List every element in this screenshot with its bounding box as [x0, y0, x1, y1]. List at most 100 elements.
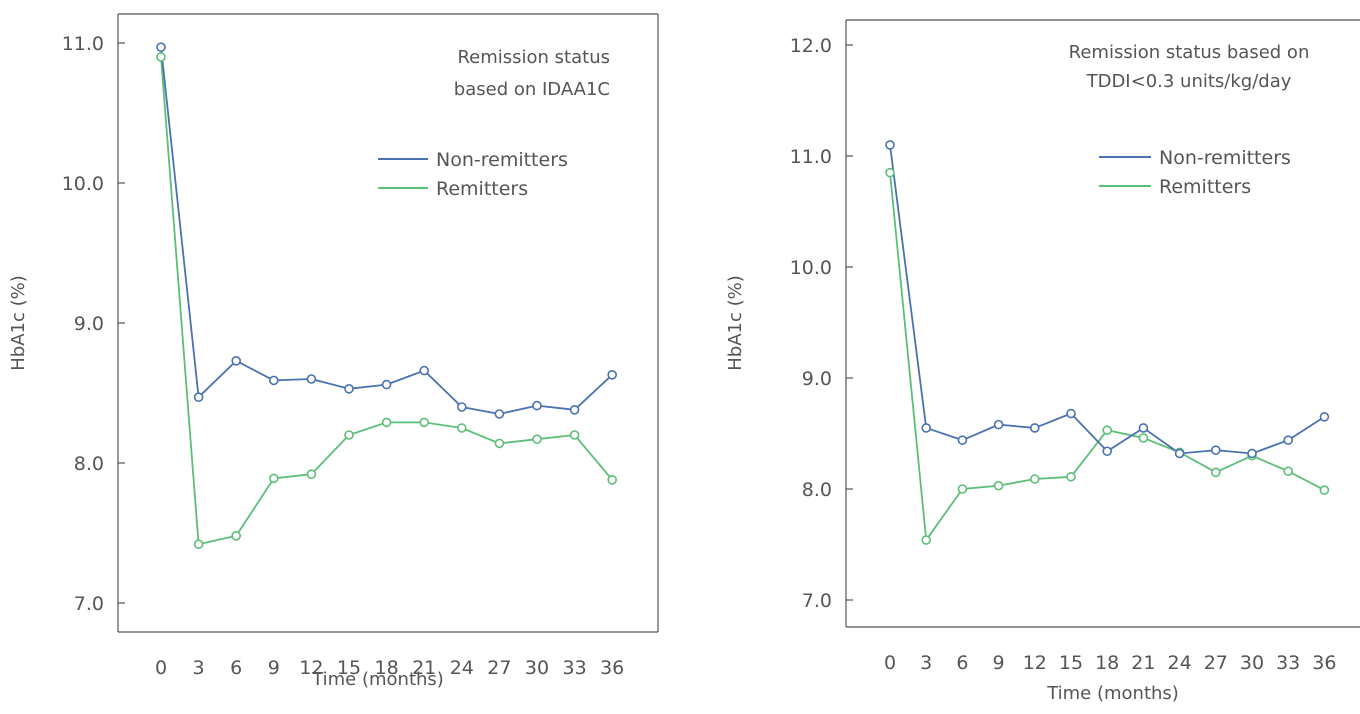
data-point: [957, 435, 968, 445]
data-point: [532, 434, 542, 445]
data-point: [1030, 474, 1040, 484]
y-axis-label: HbA1c (%): [8, 275, 29, 371]
data-point: [957, 484, 968, 494]
x-axis-label: Time (months): [311, 669, 444, 690]
data-point: [344, 430, 354, 440]
data-point: [607, 474, 618, 485]
data-point: [156, 42, 166, 53]
data-point: [1319, 412, 1330, 422]
x-tick-label: 15: [337, 657, 361, 679]
data-point: [268, 473, 279, 484]
x-tick-label: 15: [1059, 652, 1083, 674]
x-tick-label: 0: [884, 652, 896, 674]
x-tick-label: 24: [450, 657, 474, 679]
series-line: [160, 47, 613, 415]
data-point: [306, 374, 317, 384]
data-point: [1102, 446, 1112, 457]
x-tick-label: 9: [268, 657, 280, 679]
x-tick-label: 27: [1204, 652, 1228, 674]
chart-idaa1c: 7.08.09.010.011.00 3 6 9 12 15 18 21 24 27 30 33 36T…: [8, 13, 659, 690]
y-tick-label: 7.0: [74, 593, 104, 615]
data-point: [381, 417, 392, 428]
y-tick-label: 11.0: [790, 146, 832, 168]
y-axis-label: HbA1c (%): [725, 275, 746, 371]
series-line: [160, 56, 613, 546]
legend-label: Remitters: [436, 178, 528, 200]
y-tick-label: 7.0: [802, 590, 832, 612]
data-point: [419, 417, 430, 428]
chart-tddi: 7.08.09.010.011.012.00 3 6 9 12 15 18 21 24 27 30 3…: [725, 19, 1360, 704]
y-tick-label: 10.0: [790, 257, 832, 279]
x-tick-label: 6: [230, 657, 242, 679]
data-point: [569, 404, 580, 415]
x-axis-label: Time (months): [1046, 683, 1179, 704]
data-point: [456, 402, 467, 412]
x-tick-label: 30: [525, 657, 549, 679]
x-tick-label: 36: [1312, 652, 1336, 674]
y-tick-label: 9.0: [74, 313, 104, 335]
data-point: [885, 167, 895, 178]
data-point: [1066, 471, 1076, 482]
data-point: [231, 530, 241, 541]
x-tick-label: 0: [155, 657, 167, 679]
x-tick-label: 36: [600, 657, 624, 679]
x-tick-label: 3: [920, 652, 932, 674]
series-line: [889, 172, 1325, 541]
data-point: [1066, 408, 1076, 419]
x-tick-label: 6: [956, 652, 968, 674]
x-tick-label: 18: [1095, 652, 1119, 674]
x-tick-label: 12: [1023, 652, 1047, 674]
y-tick-label: 12.0: [790, 35, 832, 57]
data-point: [885, 140, 895, 150]
x-tick-label: 24: [1168, 652, 1192, 674]
data-point: [419, 365, 430, 376]
x-tick-label: 33: [563, 657, 587, 679]
data-point: [231, 355, 241, 366]
data-point: [1102, 425, 1112, 435]
x-tick-label: 3: [193, 657, 205, 679]
x-tick-label: 12: [299, 657, 323, 679]
annotation-line: TDDI<0.3 units/kg/day: [1086, 71, 1292, 92]
legend-label: Non-remitters: [436, 149, 568, 171]
y-tick-label: 11.0: [62, 33, 104, 55]
data-point: [494, 438, 505, 449]
data-point: [268, 375, 279, 386]
data-point: [1030, 423, 1040, 433]
data-point: [1211, 467, 1221, 478]
data-point: [193, 539, 204, 550]
data-point: [306, 469, 317, 480]
data-point: [156, 52, 166, 62]
data-point: [607, 369, 618, 380]
x-tick-label: 30: [1240, 652, 1264, 674]
x-tick-label: 21: [1131, 652, 1155, 674]
data-point: [569, 430, 580, 440]
data-point: [1283, 435, 1293, 445]
y-tick-label: 9.0: [802, 368, 832, 390]
data-point: [1211, 445, 1221, 455]
data-point: [193, 392, 204, 403]
annotation-line: based on IDAA1C: [454, 79, 610, 100]
legend-label: Remitters: [1159, 176, 1251, 198]
data-point: [1174, 448, 1185, 459]
data-point: [1138, 433, 1149, 443]
data-point: [456, 423, 467, 433]
data-point: [993, 480, 1004, 491]
x-tick-label: 33: [1276, 652, 1300, 674]
data-point: [1319, 485, 1330, 495]
data-point: [494, 409, 505, 419]
data-point: [532, 400, 542, 411]
x-tick-label: 9: [993, 652, 1005, 674]
series-line: [889, 144, 1325, 455]
legend-label: Non-remitters: [1159, 147, 1291, 169]
x-tick-label: 27: [487, 657, 511, 679]
data-point: [1138, 423, 1149, 433]
annotation-line: Remission status based on: [1069, 42, 1310, 63]
data-point: [381, 379, 392, 390]
data-point: [1247, 448, 1257, 459]
data-point: [993, 419, 1004, 430]
y-tick-label: 8.0: [802, 479, 832, 501]
data-point: [921, 423, 932, 433]
y-tick-label: 8.0: [74, 453, 104, 475]
annotation-line: Remission status: [457, 47, 610, 68]
